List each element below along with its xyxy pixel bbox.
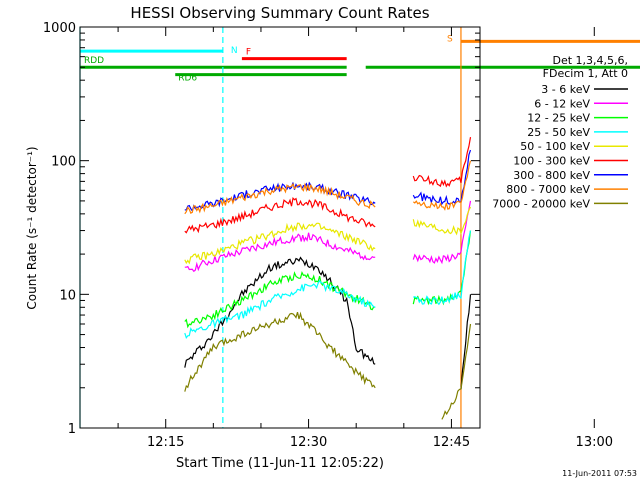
legend-entry-label: 25 - 50 keV (527, 126, 590, 139)
series-line (184, 232, 376, 273)
legend-entry-label: 100 - 300 keV (513, 155, 590, 168)
y-axis-label: Count Rate (s⁻¹ detector⁻¹) (25, 146, 39, 309)
flag-bars: N F RDD RD6 S (80, 34, 640, 84)
flag-label-rdd: RDD (84, 56, 104, 66)
x-axis-label: Start Time (11-Jun-11 12:05:22) (176, 456, 384, 471)
series-lines (184, 136, 472, 420)
legend-entry-label: 50 - 100 keV (520, 140, 590, 153)
legend-header-line-1: Det 1,3,4,5,6, (552, 54, 628, 67)
flag-label-rd6: RD6 (178, 74, 197, 84)
legend-entry-label: 300 - 800 keV (513, 169, 590, 182)
series-line (184, 196, 376, 234)
y-tick-label: 10 (59, 288, 76, 303)
plot-frame (79, 26, 481, 429)
series-line (412, 200, 472, 265)
legend-entry-label: 800 - 7000 keV (506, 183, 590, 196)
legend-entry-label: 7000 - 20000 keV (492, 197, 590, 210)
x-tick-label: 12:15 (147, 435, 184, 450)
series-line (184, 182, 376, 215)
legend-header-line-2: FDecim 1, Att 0 (543, 67, 628, 80)
legend-entry-label: 12 - 25 keV (527, 112, 590, 125)
axes: 110100100012:1512:3012:4513:0013:1513:30… (43, 21, 613, 450)
legend-entry-label: 6 - 12 keV (534, 97, 590, 110)
flag-label-f: F (246, 48, 251, 58)
series-line (184, 311, 376, 392)
series-line (412, 206, 472, 236)
y-tick-label: 1 (68, 422, 76, 437)
series-line (412, 149, 472, 206)
series-line (412, 160, 472, 211)
series-line (184, 222, 376, 265)
series-line (184, 279, 376, 339)
series-line (412, 230, 472, 306)
series-line (412, 136, 472, 188)
series-line (441, 323, 472, 420)
x-tick-label: 12:45 (433, 435, 470, 450)
x-tick-label: 13:00 (576, 435, 613, 450)
timestamp: 11-Jun-2011 07:53 (562, 469, 637, 478)
y-tick-label: 100 (51, 155, 76, 170)
series-line (184, 256, 376, 368)
flag-label-s: S (447, 34, 453, 44)
legend-entry-label: 3 - 6 keV (541, 83, 590, 96)
chart-title: HESSI Observing Summary Count Rates (130, 4, 429, 22)
y-tick-label: 1000 (43, 21, 76, 36)
flag-label-n: N (231, 46, 238, 56)
series-line (413, 230, 472, 306)
x-tick-label: 12:30 (290, 435, 327, 450)
legend: Det 1,3,4,5,6,FDecim 1, Att 0 3 - 6 keV6 … (492, 54, 628, 210)
series-line (460, 294, 472, 390)
